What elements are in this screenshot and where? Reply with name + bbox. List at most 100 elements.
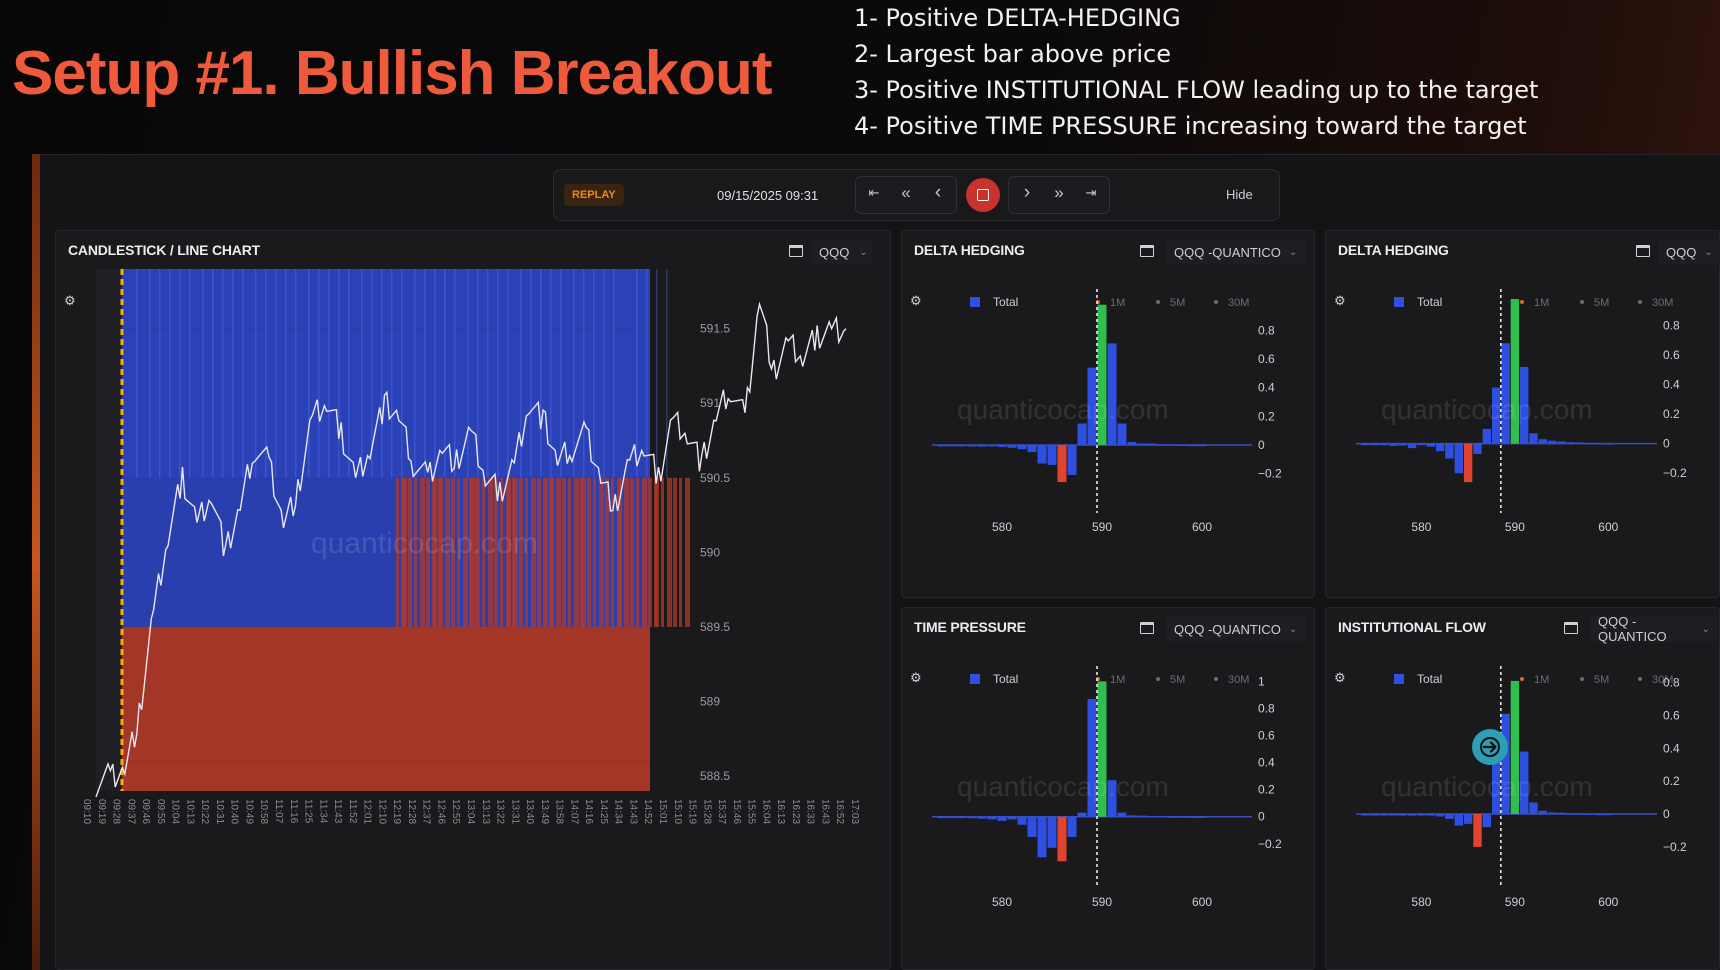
heatmap-streak (636, 477, 639, 627)
bar (1147, 816, 1157, 818)
x-tick-label: 11:43 (332, 799, 343, 824)
symbol-select[interactable]: QQQ -QUANTICO ⌄ (1590, 614, 1718, 644)
symbol-select-value: QQQ -QUANTICO (1598, 614, 1667, 644)
symbol-select[interactable]: QQQ -QUANTICO ⌄ (1166, 616, 1306, 642)
arrow-right-icon[interactable] (1472, 729, 1508, 765)
heatmap-streak (179, 269, 181, 478)
heatmap-streak (391, 269, 393, 478)
chevron-down-icon: ⌄ (859, 246, 868, 258)
x-tick-label: 11:34 (317, 799, 328, 824)
heatmap-streak (396, 477, 399, 627)
x-tick-label: 10:58 (258, 799, 269, 824)
bar (1017, 816, 1027, 825)
legend-swatch (1394, 297, 1404, 307)
x-tick-label: 11:07 (273, 799, 284, 824)
symbol-select-value: QQQ -QUANTICO (1174, 244, 1281, 260)
bar (1361, 814, 1370, 816)
hide-button[interactable]: Hide (1226, 187, 1253, 202)
symbol-select[interactable]: QQQ ⌄ (811, 239, 873, 265)
y-tick-label: −0.2 (1258, 467, 1282, 481)
bar (1370, 814, 1379, 816)
bar (1566, 813, 1576, 815)
heatmap-streak (543, 477, 546, 627)
heatmap-streak (401, 477, 405, 627)
bar (1454, 814, 1463, 826)
heatmap-streak (488, 477, 493, 627)
x-tick-label: 13:49 (539, 799, 550, 824)
heatmap-streak (642, 477, 647, 627)
first-button[interactable]: ⇤ (868, 185, 880, 200)
stop-button[interactable] (966, 178, 1000, 212)
symbol-select[interactable]: QQQ -QUANTICO ⌄ (1166, 239, 1306, 265)
symbol-select[interactable]: QQQ ⌄ (1658, 239, 1720, 265)
playback-controls-right: › » ⇥ (1008, 176, 1110, 214)
gear-icon[interactable]: ⚙ (910, 293, 922, 308)
gear-icon[interactable]: ⚙ (1334, 670, 1346, 685)
x-tick-label: 09:55 (155, 799, 166, 824)
heatmap-streak (519, 477, 523, 627)
watermark: quanticocap.com (957, 394, 1169, 425)
x-tick-label: 600 (1192, 895, 1212, 909)
replay-datetime[interactable]: 09/15/2025 09:31 (717, 188, 819, 203)
legend-label: 5M (1594, 674, 1609, 686)
heatmap-streak (666, 269, 668, 478)
bar-chart[interactable]: Total 1M 5M 30M 1 0.8 0.6 0.4 0.2 0 −0.2 580 590 600 q… (902, 608, 1316, 970)
window-icon[interactable] (789, 245, 803, 257)
x-tick-label: 10:31 (214, 799, 225, 824)
bar (1107, 343, 1117, 445)
heatmap-streak (467, 269, 469, 478)
y-tick-label: 0.6 (1663, 348, 1680, 362)
x-tick-label: 09:10 (81, 799, 92, 824)
window-icon[interactable] (1636, 245, 1650, 257)
bar (1398, 443, 1407, 446)
replay-badge[interactable]: REPLAY (564, 184, 624, 206)
prev-button[interactable]: ‹ (934, 182, 942, 203)
legend-dot (1638, 300, 1642, 304)
bar (1501, 343, 1510, 444)
fast-forward-button[interactable]: » (1054, 183, 1064, 202)
heatmap-streak (212, 269, 214, 478)
gear-icon[interactable]: ⚙ (910, 670, 922, 685)
bar (957, 444, 967, 447)
y-tick-label: 591 (700, 396, 720, 410)
window-icon[interactable] (1140, 245, 1154, 257)
y-tick-label: 0 (1258, 810, 1265, 824)
y-tick-label: 0.2 (1258, 783, 1275, 797)
heatmap-streak (520, 269, 522, 478)
heatmap-streak (328, 269, 330, 478)
price-chart[interactable]: 591.5 591 590.5 590 589.5 589 588.5 09:10 09:19 0… (56, 231, 892, 970)
window-icon[interactable] (1140, 622, 1154, 634)
legend-label: 1M (1534, 674, 1549, 686)
heatmap-band (122, 626, 650, 762)
heatmap-streak (560, 269, 562, 478)
x-tick-label: 14:43 (628, 799, 639, 824)
x-tick-label: 14:52 (642, 799, 653, 824)
legend-dot (1520, 677, 1524, 681)
watermark: quanticocap.com (1381, 771, 1593, 802)
heatmap-streak (295, 269, 297, 478)
y-tick-label: −0.2 (1663, 840, 1687, 854)
x-tick-label: 16:43 (820, 799, 831, 824)
panel-title: DELTA HEDGING (914, 242, 1025, 258)
next-button[interactable]: › (1023, 182, 1031, 203)
x-tick-label: 580 (992, 520, 1012, 534)
y-tick-label: 588.5 (700, 769, 730, 783)
heatmap-streak (454, 269, 456, 478)
x-tick-label: 10:13 (184, 799, 195, 824)
legend-label: 1M (1534, 297, 1549, 309)
bar (1017, 444, 1027, 450)
legend-label: 30M (1652, 674, 1673, 686)
bar (1501, 713, 1510, 814)
rewind-button[interactable]: « (901, 183, 911, 202)
x-tick-label: 590 (1092, 895, 1112, 909)
price-line (95, 301, 847, 798)
heatmap-streak (540, 269, 542, 478)
gear-icon[interactable]: ⚙ (1334, 293, 1346, 308)
heatmap-streak (679, 477, 682, 627)
last-button[interactable]: ⇥ (1085, 185, 1097, 200)
window-icon[interactable] (1564, 622, 1578, 634)
gear-icon[interactable]: ⚙ (64, 293, 76, 308)
